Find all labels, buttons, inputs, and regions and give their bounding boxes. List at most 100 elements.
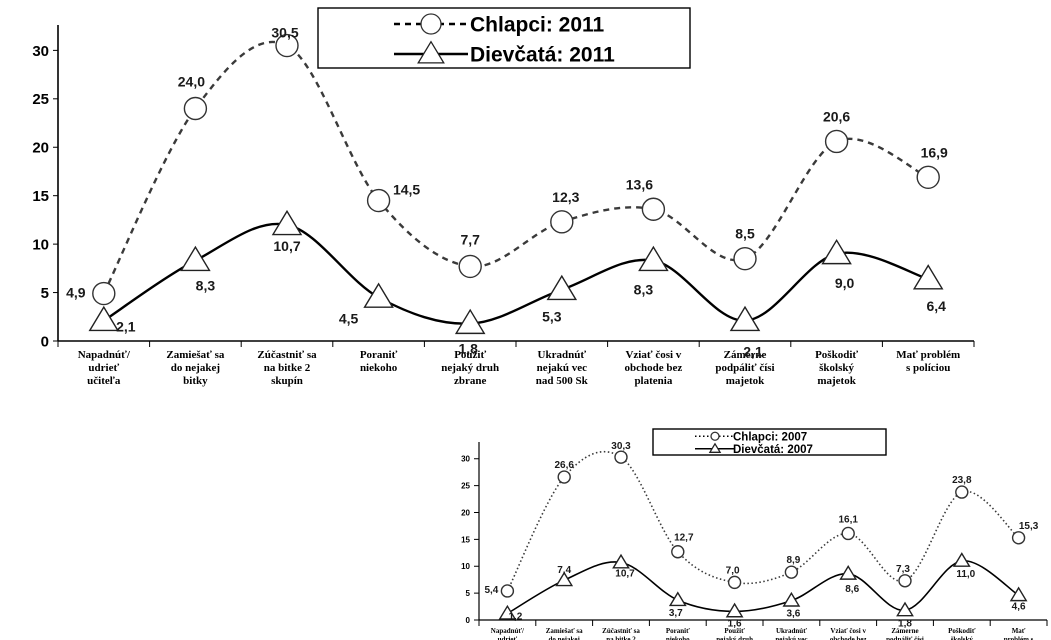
y-tick-label: 0 xyxy=(41,333,49,350)
category-label: Poraniť niekoho xyxy=(360,349,398,374)
category-label: Zamiešať sa do nejakej bitky xyxy=(166,349,224,387)
triangle-marker xyxy=(555,571,574,587)
data-label: 16,9 xyxy=(921,144,948,160)
data-label: 15,3 xyxy=(1019,521,1039,532)
circle-marker xyxy=(671,545,685,559)
circle-marker xyxy=(1011,531,1026,545)
category-label: Použiť nejaký druh xyxy=(716,627,753,640)
data-label: 12,7 xyxy=(674,533,694,544)
data-label: 4,6 xyxy=(1012,601,1026,612)
data-label: 10,7 xyxy=(273,238,300,254)
category-label: Vziať čosi v obchode bez platenia xyxy=(625,349,683,387)
y-tick-label: 30 xyxy=(32,43,49,60)
legend-entry: Dievčatá: 2007 xyxy=(733,444,813,456)
category-label: Zámerne podpáliť čísi majetok xyxy=(715,349,774,387)
triangle-marker xyxy=(839,565,858,580)
triangle-marker xyxy=(638,245,669,272)
data-label: 5,3 xyxy=(542,309,562,325)
triangle-marker xyxy=(729,305,761,332)
chart-2011: 0 5 10 15 20 25 30 Napadnúť/udrieť učiteľa Zamieš… xyxy=(32,7,975,387)
circle-marker xyxy=(458,254,482,279)
data-label: 7,3 xyxy=(896,564,910,575)
data-label: 13,6 xyxy=(626,176,653,192)
circle-marker xyxy=(841,526,855,541)
category-label: Napadnúť/udrieť xyxy=(491,627,525,640)
legend-entry: Chlapci: 2011 xyxy=(470,14,605,37)
category-label: Vziať čosi v obchode bez xyxy=(830,627,867,640)
triangle-marker xyxy=(896,601,914,617)
circle-marker xyxy=(557,470,571,484)
data-label: 8,6 xyxy=(845,584,859,595)
legend-circle-marker xyxy=(420,13,442,35)
data-label: 3,6 xyxy=(786,609,800,620)
category-label: Poškodiť školský xyxy=(948,627,976,640)
triangle-marker xyxy=(271,209,303,236)
y-tick-label: 20 xyxy=(461,508,470,517)
circle-marker xyxy=(824,129,849,154)
category-label: Poškodiť školský majetok xyxy=(815,349,858,387)
triangle-marker xyxy=(782,591,801,607)
series-line-boys xyxy=(102,40,929,295)
y-tick-label: 5 xyxy=(41,285,49,302)
y-tick-label: 25 xyxy=(461,482,470,491)
legend-triangle-marker xyxy=(708,442,722,453)
y-tick-label: 5 xyxy=(466,589,471,598)
y-tick-label: 15 xyxy=(461,535,470,544)
data-label: 8,9 xyxy=(786,555,800,566)
data-label: 5,4 xyxy=(484,585,498,596)
y-tick-label: 15 xyxy=(32,188,49,205)
circle-marker xyxy=(500,584,515,598)
y-tick-label: 30 xyxy=(461,455,470,464)
data-label: 1,8 xyxy=(898,618,912,629)
triangle-marker xyxy=(668,591,687,607)
data-label: 1,8 xyxy=(458,341,478,357)
data-label: 1,2 xyxy=(508,612,522,623)
triangle-marker xyxy=(912,264,944,290)
category-label: Použiť nejaký druh zbrane xyxy=(441,349,499,387)
data-label: 8,5 xyxy=(735,226,755,242)
circle-marker xyxy=(92,281,116,306)
triangle-marker xyxy=(821,238,852,265)
series-line-girls xyxy=(506,560,1020,615)
chart-2007: 0 5 10 15 20 25 30 Napadnúť/udrieť Zamiešať sa do… xyxy=(461,428,1048,640)
circle-marker xyxy=(733,246,757,271)
data-label: 23,8 xyxy=(952,475,972,486)
triangle-marker xyxy=(88,305,120,332)
circle-marker xyxy=(784,565,799,579)
circle-marker xyxy=(183,96,208,121)
y-tick-label: 10 xyxy=(32,237,49,254)
data-label: 2,1 xyxy=(743,344,763,360)
data-label: 10,7 xyxy=(615,568,635,579)
legend-box xyxy=(652,428,887,456)
category-label: Zámerne podpáliť čísi xyxy=(886,627,924,640)
triangle-marker xyxy=(612,553,630,569)
data-label: 8,3 xyxy=(634,282,654,298)
legend-circle-marker xyxy=(710,431,720,441)
data-label: 20,6 xyxy=(823,108,850,124)
triangle-marker xyxy=(454,308,486,335)
y-tick-label: 10 xyxy=(461,562,470,571)
data-label: 26,6 xyxy=(554,460,574,471)
data-label: 30,5 xyxy=(271,25,298,41)
category-label: Zúčastniť sa na bitke 2 skupín xyxy=(257,349,317,387)
circle-marker xyxy=(727,575,742,590)
data-label: 7,7 xyxy=(460,231,480,247)
circle-marker xyxy=(366,188,391,213)
data-label: 6,4 xyxy=(926,298,946,314)
triangle-marker xyxy=(725,602,744,618)
circle-marker xyxy=(641,197,666,221)
circle-marker xyxy=(550,210,574,234)
data-label: 30,3 xyxy=(611,441,631,452)
data-label: 3,7 xyxy=(669,608,683,619)
circle-marker xyxy=(614,450,628,464)
category-label: Mať problém s políciou xyxy=(896,349,960,374)
data-label: 7,0 xyxy=(726,565,740,576)
category-label: Ukradnúť nejakú vec nad 500 Sk xyxy=(536,349,589,387)
data-label: 1,6 xyxy=(728,618,742,629)
category-label: Mať problém s xyxy=(1004,627,1034,640)
circle-marker xyxy=(955,485,969,499)
data-label: 12,3 xyxy=(552,189,579,205)
y-tick-label: 20 xyxy=(32,140,49,157)
triangle-marker xyxy=(952,552,971,567)
